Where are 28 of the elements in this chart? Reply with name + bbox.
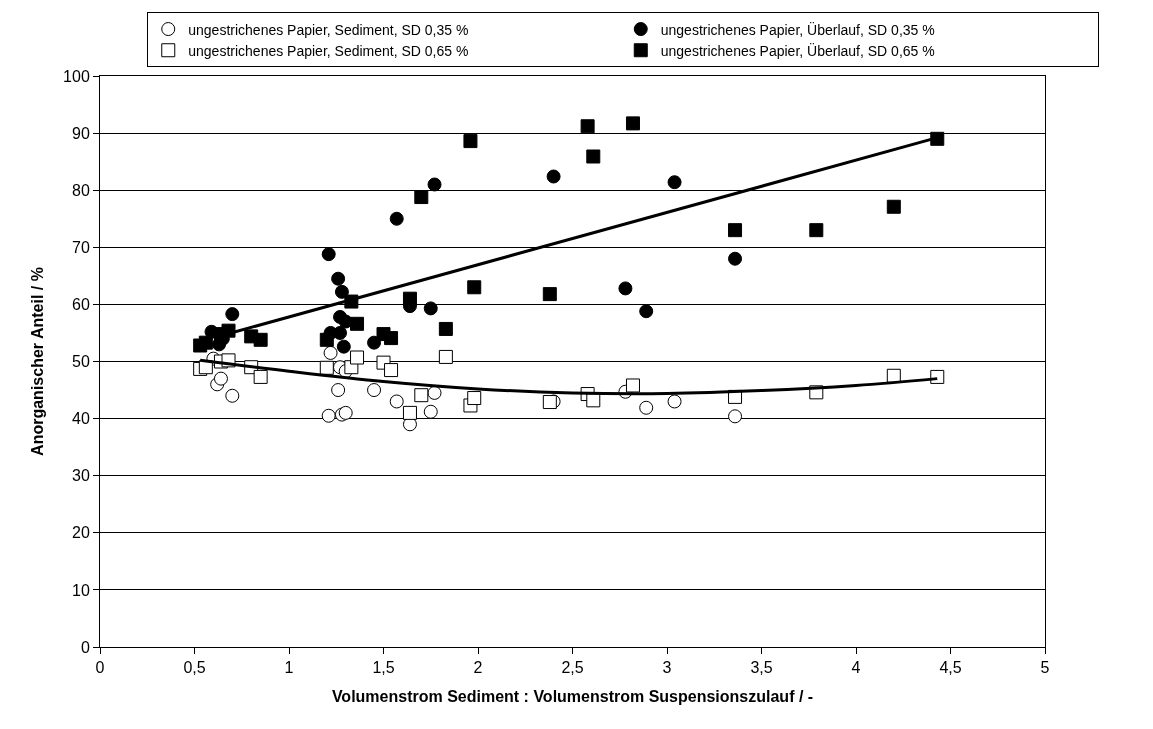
x-tick-label: 3 — [662, 659, 672, 677]
x-tick-label: 2,5 — [561, 659, 584, 677]
x-tick-label: 1,5 — [372, 659, 395, 677]
legend-label: ungestrichenes Papier, Sediment, SD 0,65 % — [188, 42, 469, 59]
x-tick-label: 1 — [284, 659, 294, 677]
legend-label: ungestrichenes Papier, Überlauf, SD 0,65 % — [660, 41, 935, 59]
y-tick-label: 100 — [63, 67, 90, 85]
y-tick-label: 60 — [72, 296, 90, 313]
y-tick-label: 50 — [72, 353, 90, 371]
x-axis-title: Volumenstrom Sediment : Volumenstrom Suspensionszulauf / - — [331, 687, 814, 705]
x-tick-label: 3,5 — [750, 659, 773, 677]
x-tick-label: 4 — [851, 659, 861, 677]
x-tick-label: 0 — [95, 659, 105, 677]
x-tick-label: 4,5 — [939, 659, 962, 677]
y-tick-label: 80 — [72, 181, 90, 199]
y-tick-label: 40 — [72, 410, 90, 428]
y-tick-label: 70 — [72, 238, 90, 256]
x-tick-label: 5 — [1040, 659, 1050, 677]
x-tick-label: 0,5 — [183, 659, 206, 677]
y-tick-label: 30 — [72, 467, 90, 485]
y-tick-label: 20 — [72, 524, 90, 542]
y-tick-label: 10 — [72, 581, 90, 599]
x-tick-label: 2 — [473, 659, 483, 677]
legend-label: ungestrichenes Papier, Überlauf, SD 0,35 % — [660, 20, 935, 38]
y-tick-label: 0 — [80, 638, 90, 656]
legend-label: ungestrichenes Papier, Sediment, SD 0,35 % — [188, 21, 469, 38]
y-axis-title: Anorganischer Anteil / % — [29, 267, 46, 456]
y-tick-label: 90 — [72, 124, 90, 142]
